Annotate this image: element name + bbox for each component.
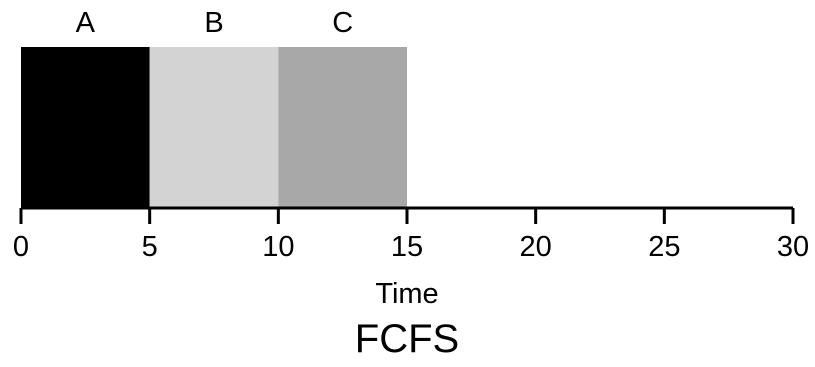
x-tick-label-5: 5 — [142, 231, 158, 263]
x-tick-label-0: 0 — [13, 231, 29, 263]
x-axis-label: Time — [375, 278, 438, 310]
process-labels-layer: A B C — [76, 7, 353, 39]
chart-title: FCFS — [355, 317, 459, 361]
process-label-a: A — [76, 7, 96, 39]
x-axis: 0 5 10 15 20 25 30 — [13, 206, 809, 263]
x-tick-label-30: 30 — [777, 231, 809, 263]
x-tick-label-10: 10 — [262, 231, 294, 263]
x-tick-label-25: 25 — [648, 231, 680, 263]
process-label-c: C — [332, 7, 353, 39]
x-tick-label-20: 20 — [520, 231, 552, 263]
process-label-b: B — [204, 7, 223, 39]
bar-process-c — [278, 47, 407, 208]
bar-process-b — [149, 47, 279, 208]
bar-process-a — [21, 47, 150, 208]
x-tick-label-15: 15 — [391, 231, 423, 263]
bars-layer — [21, 47, 407, 208]
